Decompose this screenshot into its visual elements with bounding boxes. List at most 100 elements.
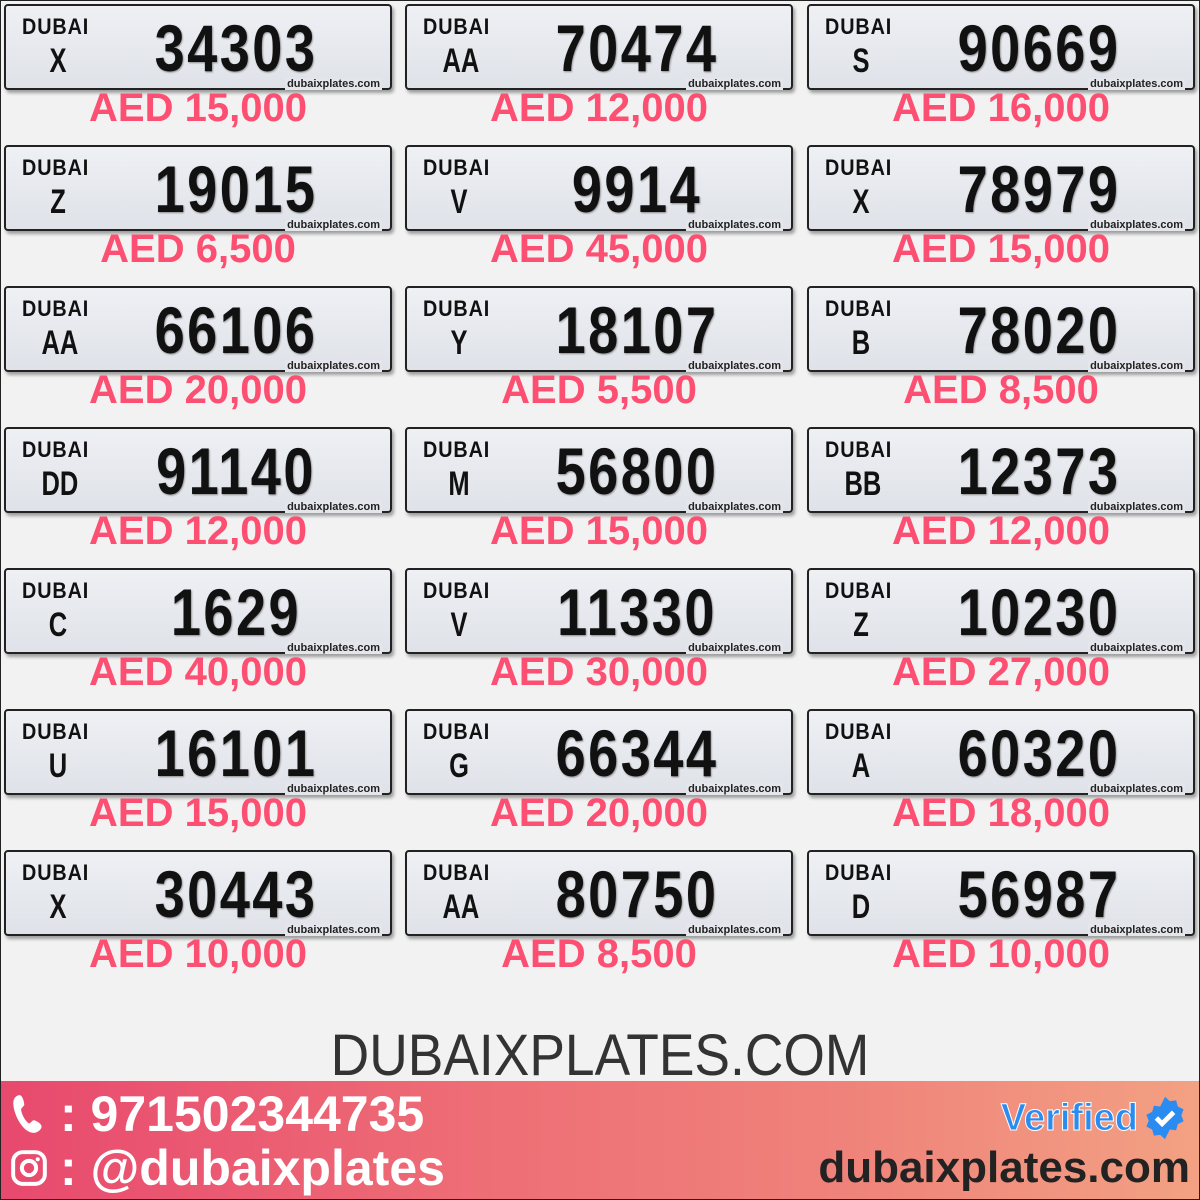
plate-watermark: dubaixplates.com [1088,219,1185,231]
phone-number: : 971502344735 [60,1086,425,1142]
plate-watermark: dubaixplates.com [1088,78,1185,90]
plate-number: 18107 [555,293,719,367]
plate-listing[interactable]: DUBAI B 78020 dubaixplates.com AED 8,500 [807,286,1195,427]
number-plate: DUBAI M 56800 dubaixplates.com [405,427,793,513]
number-plate: DUBAI AA 70474 dubaixplates.com [405,4,793,90]
plate-listing[interactable]: DUBAI Z 19015 dubaixplates.com AED 6,500 [4,145,392,286]
plate-letter: X [852,183,870,221]
plate-letter: BB [844,465,882,503]
contact-banner: : 971502344735 : @dubaixplates Verified … [0,1081,1200,1200]
plate-listing[interactable]: DUBAI V 9914 dubaixplates.com AED 45,000 [405,145,793,286]
plate-price: AED 15,000 [89,791,307,835]
plate-number: 78979 [957,152,1121,226]
plate-watermark: dubaixplates.com [1088,501,1185,513]
plate-listing[interactable]: DUBAI Z 10230 dubaixplates.com AED 27,00… [807,568,1195,709]
plate-letter: AA [41,324,79,362]
phone-icon [8,1092,50,1136]
number-plate: DUBAI X 34303 dubaixplates.com [4,4,392,90]
plate-price: AED 20,000 [490,791,708,835]
plate-number: 80750 [555,857,719,931]
plate-price: AED 10,000 [89,932,307,976]
plate-listing[interactable]: DUBAI AA 66106 dubaixplates.com AED 20,0… [4,286,392,427]
banner-domain[interactable]: dubaixplates.com [818,1143,1190,1192]
verified-label: Verified [1000,1096,1138,1139]
plate-watermark: dubaixplates.com [285,924,382,936]
dubai-logo: DUBAI [423,14,491,39]
dubai-logo: DUBAI [22,296,90,321]
number-plate: DUBAI X 30443 dubaixplates.com [4,850,392,936]
number-plate: DUBAI AA 66106 dubaixplates.com [4,286,392,372]
instagram-contact[interactable]: : @dubaixplates [8,1139,445,1197]
plate-watermark: dubaixplates.com [686,360,783,372]
plate-number: 56800 [555,434,719,508]
plate-letter: X [49,42,67,80]
plate-letter: X [49,888,67,926]
dubai-logo: DUBAI [22,719,90,744]
plate-number: 70474 [555,11,719,85]
plate-price: AED 12,000 [89,509,307,553]
plate-price: AED 5,500 [501,368,697,412]
plate-price: AED 15,000 [490,509,708,553]
number-plate: DUBAI BB 12373 dubaixplates.com [807,427,1195,513]
dubai-logo: DUBAI [22,437,90,462]
plate-listing[interactable]: DUBAI M 56800 dubaixplates.com AED 15,00… [405,427,793,568]
number-plate: DUBAI AA 80750 dubaixplates.com [405,850,793,936]
plate-watermark: dubaixplates.com [285,642,382,654]
dubai-logo: DUBAI [423,296,491,321]
plate-letter: Z [50,183,66,221]
plate-listing[interactable]: DUBAI X 78979 dubaixplates.com AED 15,00… [807,145,1195,286]
plate-number: 1629 [170,575,302,649]
plate-number: 19015 [154,152,318,226]
plate-letter: A [851,747,871,785]
plate-listing[interactable]: DUBAI A 60320 dubaixplates.com AED 18,00… [807,709,1195,850]
plate-listing[interactable]: DUBAI C 1629 dubaixplates.com AED 40,000 [4,568,392,709]
plate-listing[interactable]: DUBAI X 30443 dubaixplates.com AED 10,00… [4,850,392,991]
plate-price: AED 8,500 [903,368,1099,412]
plate-letter: AA [442,888,480,926]
dubai-logo: DUBAI [825,155,893,180]
plate-number: 60320 [957,716,1121,790]
plate-number: 34303 [154,11,318,85]
plate-price: AED 45,000 [490,227,708,271]
plate-listing[interactable]: DUBAI AA 70474 dubaixplates.com AED 12,0… [405,4,793,145]
plate-price: AED 10,000 [892,932,1110,976]
plate-letter: D [851,888,871,926]
plate-listing[interactable]: DUBAI V 11330 dubaixplates.com AED 30,00… [405,568,793,709]
number-plate: DUBAI C 1629 dubaixplates.com [4,568,392,654]
plate-listing[interactable]: DUBAI U 16101 dubaixplates.com AED 15,00… [4,709,392,850]
site-title: DUBAIXPLATES.COM [330,1023,870,1088]
plate-listing[interactable]: DUBAI BB 12373 dubaixplates.com AED 12,0… [807,427,1195,568]
number-plate: DUBAI B 78020 dubaixplates.com [807,286,1195,372]
plate-price: AED 40,000 [89,650,307,694]
dubai-logo: DUBAI [22,14,90,39]
plate-watermark: dubaixplates.com [686,219,783,231]
plate-letter: DD [41,465,79,503]
plate-letter: AA [442,42,480,80]
dubai-logo: DUBAI [825,860,893,885]
plate-watermark: dubaixplates.com [1088,924,1185,936]
plate-watermark: dubaixplates.com [285,501,382,513]
plate-watermark: dubaixplates.com [285,219,382,231]
plate-listing[interactable]: DUBAI Y 18107 dubaixplates.com AED 5,500 [405,286,793,427]
dubai-logo: DUBAI [825,296,893,321]
verified-badge: Verified [1000,1095,1188,1141]
plate-listing[interactable]: DUBAI AA 80750 dubaixplates.com AED 8,50… [405,850,793,991]
plate-listing[interactable]: DUBAI S 90669 dubaixplates.com AED 16,00… [807,4,1195,145]
plate-listing[interactable]: DUBAI G 66344 dubaixplates.com AED 20,00… [405,709,793,850]
number-plate: DUBAI V 11330 dubaixplates.com [405,568,793,654]
verified-check-icon [1146,1096,1184,1140]
number-plate: DUBAI U 16101 dubaixplates.com [4,709,392,795]
plate-listing[interactable]: DUBAI DD 91140 dubaixplates.com AED 12,0… [4,427,392,568]
plate-listing[interactable]: DUBAI D 56987 dubaixplates.com AED 10,00… [807,850,1195,991]
phone-contact[interactable]: : 971502344735 [8,1085,424,1143]
plate-watermark: dubaixplates.com [1088,783,1185,795]
number-plate: DUBAI V 9914 dubaixplates.com [405,145,793,231]
plate-letter: G [449,747,469,785]
dubai-logo: DUBAI [423,437,491,462]
number-plate: DUBAI Y 18107 dubaixplates.com [405,286,793,372]
plate-price: AED 20,000 [89,368,307,412]
plate-listing[interactable]: DUBAI X 34303 dubaixplates.com AED 15,00… [4,4,392,145]
plate-letter: S [852,42,870,80]
plate-letter: C [48,606,68,644]
plate-watermark: dubaixplates.com [285,78,382,90]
